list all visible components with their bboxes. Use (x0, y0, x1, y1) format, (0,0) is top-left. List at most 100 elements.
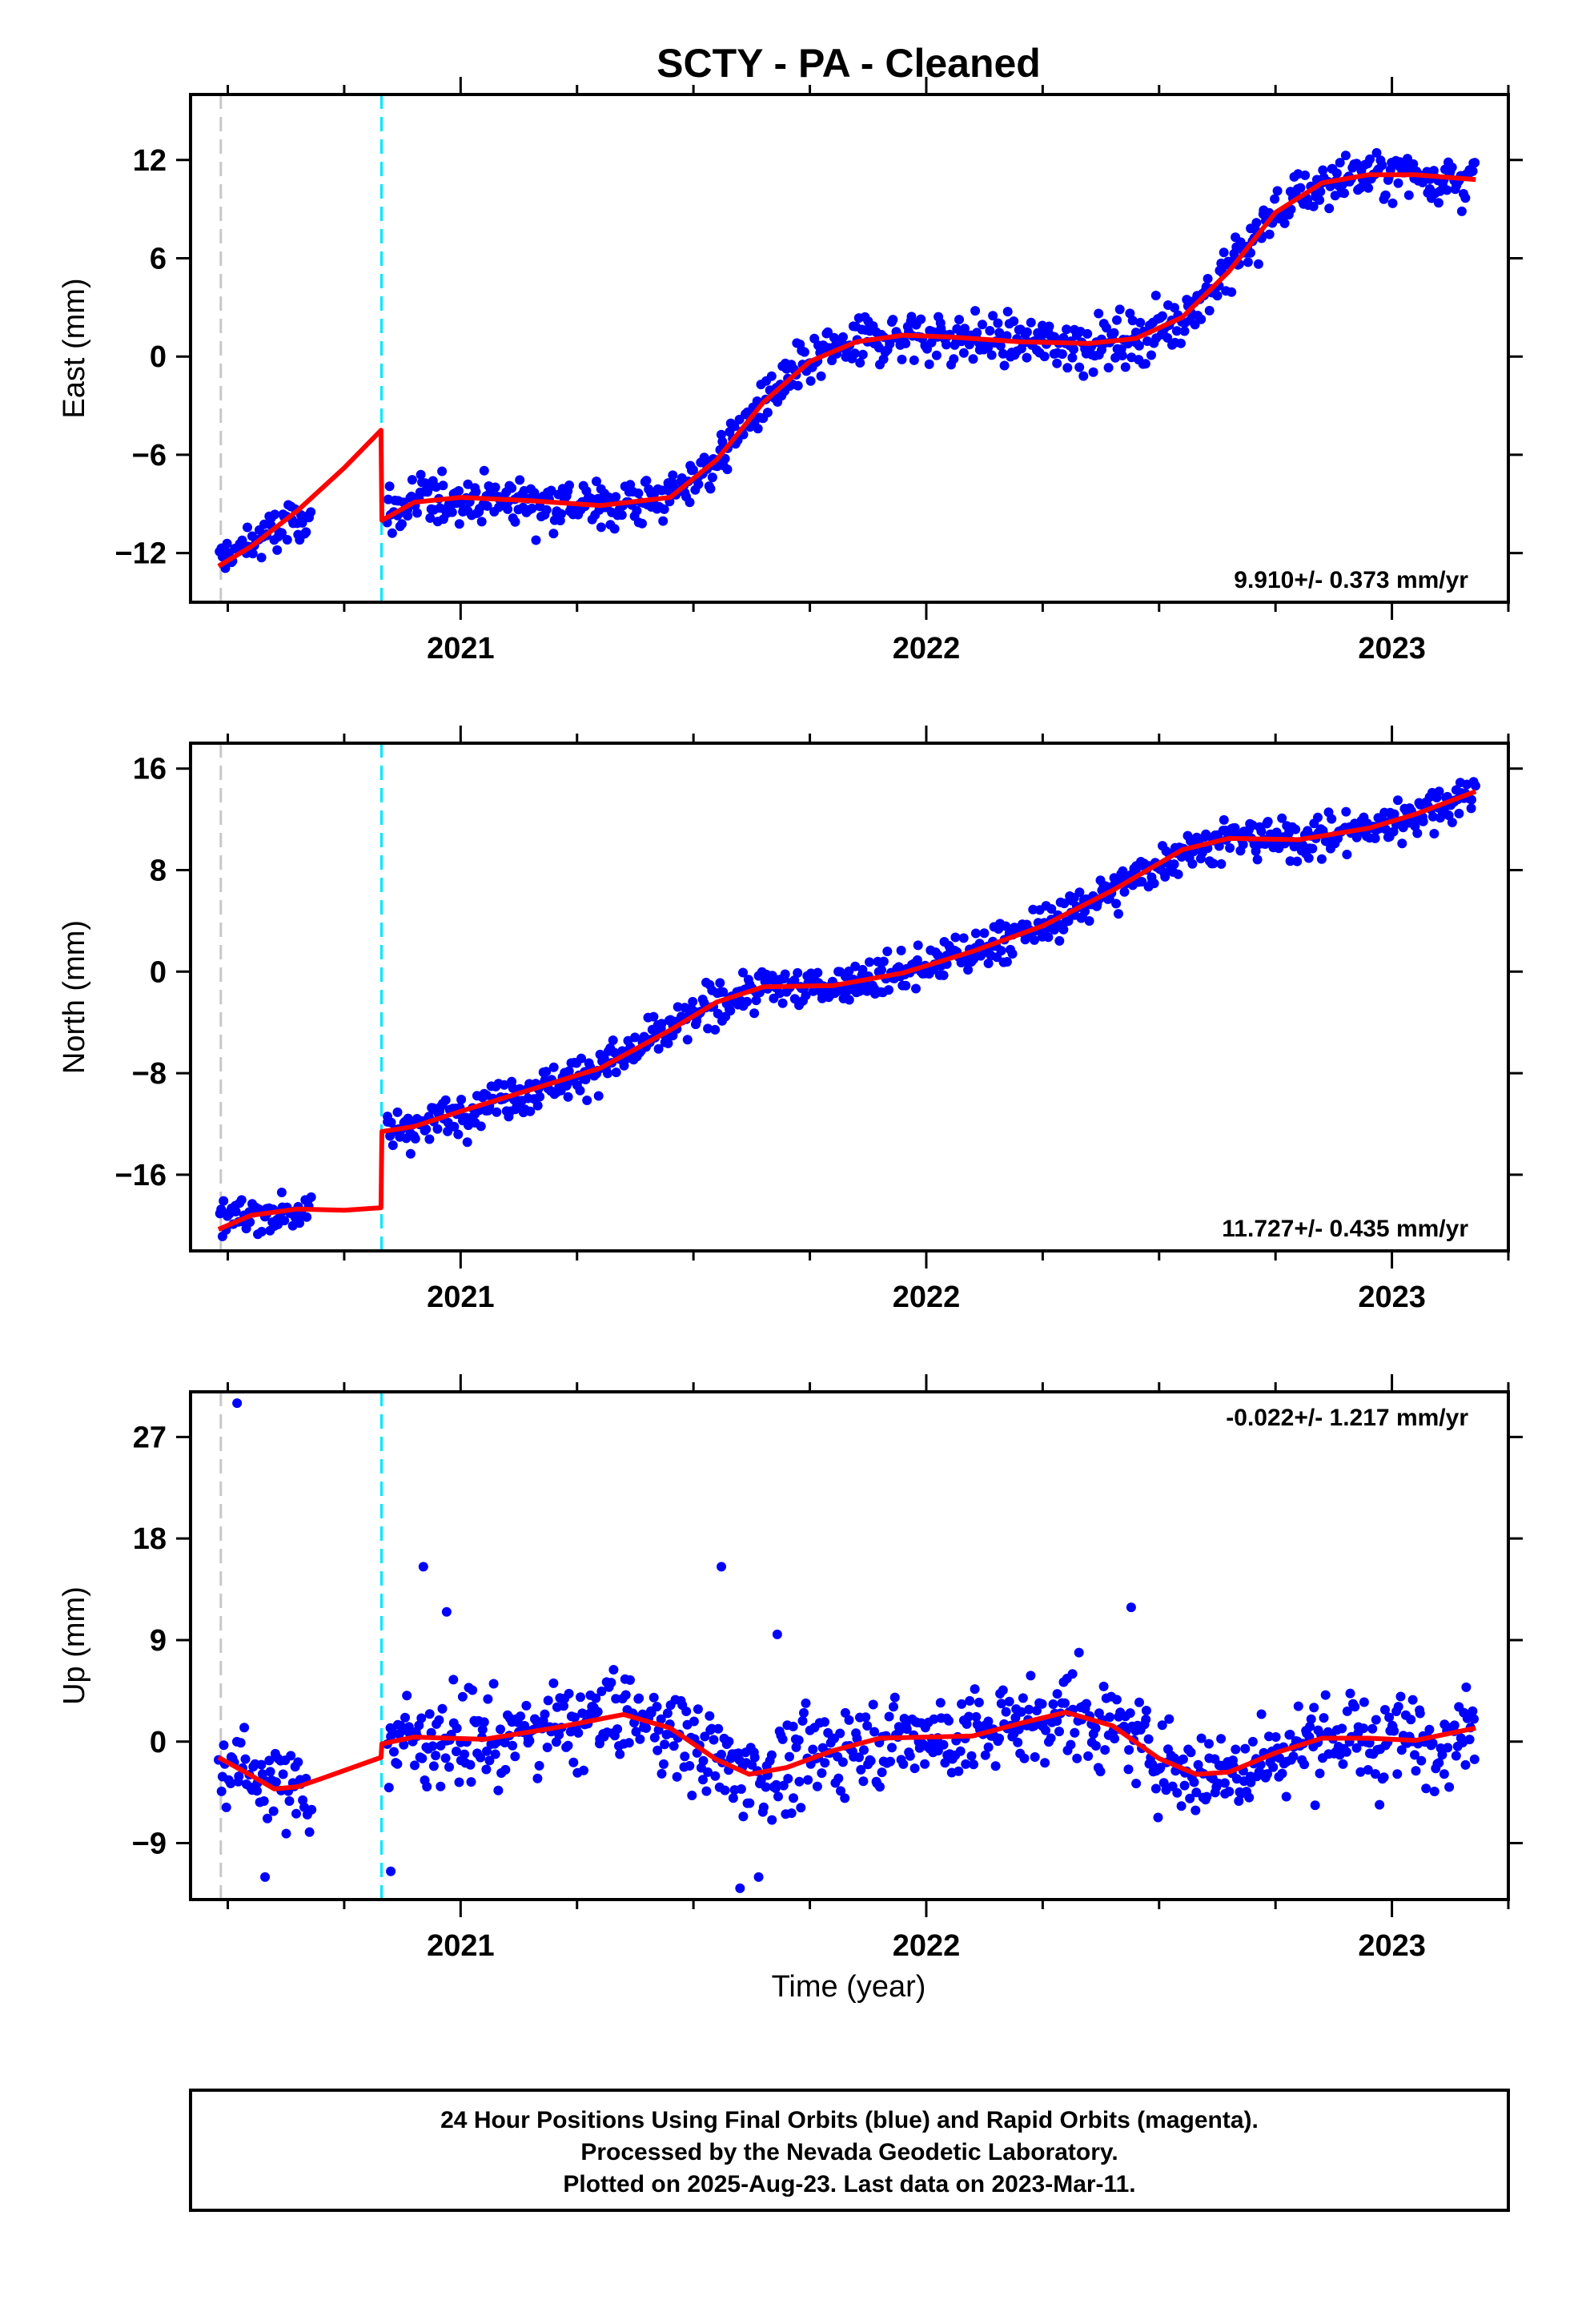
east-y-tick-label: −12 (115, 537, 167, 571)
data-point (856, 1764, 866, 1775)
data-point (966, 1751, 977, 1761)
data-point (1224, 1787, 1235, 1797)
data-point (270, 509, 280, 520)
data-point (1306, 1714, 1316, 1724)
data-point (1054, 1727, 1064, 1737)
data-point (1094, 308, 1104, 319)
data-point (738, 1811, 749, 1822)
data-point (766, 371, 777, 381)
data-point (563, 1092, 573, 1102)
up-rate-label: -0.022+/- 1.217 mm/yr (1226, 1405, 1468, 1431)
data-point (1173, 869, 1183, 879)
data-point (1004, 1696, 1014, 1707)
data-point (559, 1701, 568, 1711)
data-point (680, 1751, 690, 1762)
data-point (1260, 839, 1271, 849)
data-point (1256, 1709, 1267, 1719)
data-point (887, 1743, 897, 1753)
data-point (663, 1038, 673, 1048)
data-point (608, 1665, 619, 1675)
data-point (1295, 183, 1306, 193)
data-point (286, 1751, 296, 1761)
data-point (1052, 1716, 1062, 1726)
data-point (844, 995, 854, 1005)
data-point (596, 522, 606, 533)
data-point (793, 380, 803, 391)
data-point (938, 1739, 949, 1750)
data-point (1100, 1745, 1110, 1755)
data-point (884, 1711, 894, 1722)
data-point (1140, 359, 1150, 369)
data-point (1090, 1723, 1101, 1734)
data-point (968, 354, 978, 364)
data-point (693, 1704, 703, 1715)
data-point (710, 1771, 721, 1781)
data-point (660, 1739, 670, 1750)
data-point (852, 1734, 862, 1743)
data-point (247, 549, 258, 559)
data-point (527, 503, 537, 513)
data-point (493, 1785, 504, 1795)
data-point (1010, 1713, 1021, 1723)
data-point (656, 1019, 667, 1029)
up-y-axis-label: Up (mm) (58, 1586, 91, 1705)
data-point (1300, 170, 1311, 180)
north-y-tick-label: 16 (133, 753, 167, 786)
data-point (637, 518, 647, 529)
data-point (1060, 1698, 1070, 1708)
data-point (963, 965, 974, 975)
data-point (525, 1106, 536, 1116)
data-point (1424, 1724, 1435, 1735)
data-point (1351, 1743, 1362, 1753)
data-point (1110, 1734, 1120, 1743)
data-point (436, 1781, 446, 1791)
data-point (838, 332, 848, 342)
data-point (1124, 1745, 1134, 1755)
data-point (1164, 1714, 1174, 1724)
data-point (980, 1750, 990, 1760)
data-point (1442, 185, 1452, 195)
east-y-tick-label: 12 (133, 144, 167, 178)
data-point (767, 1815, 777, 1825)
data-point (221, 1802, 231, 1812)
footer-line-1: 24 Hour Positions Using Final Orbits (bl… (440, 2107, 1259, 2133)
data-point (710, 1024, 721, 1035)
data-point (1444, 1782, 1455, 1792)
data-point (722, 464, 733, 475)
data-point (1090, 1741, 1101, 1751)
data-point (965, 1695, 975, 1706)
data-point (546, 485, 556, 496)
data-point (1030, 935, 1039, 945)
data-point (844, 1715, 854, 1725)
data-point (476, 1121, 486, 1132)
data-point (889, 1692, 900, 1703)
data-point (1418, 816, 1428, 826)
chart-title: SCTY - PA - Cleaned (656, 41, 1041, 86)
east-plot-frame (189, 93, 1510, 604)
data-point (635, 1734, 645, 1744)
data-point (669, 1741, 679, 1751)
data-point (608, 1035, 618, 1045)
data-point (952, 324, 962, 334)
data-point (1179, 326, 1190, 336)
data-point (913, 940, 923, 951)
data-point (682, 1035, 693, 1045)
data-point (454, 1777, 464, 1787)
data-point (794, 1776, 805, 1787)
data-point (1026, 317, 1036, 328)
data-point (541, 1067, 552, 1077)
data-point (1002, 307, 1013, 317)
data-point (894, 1725, 905, 1735)
data-point (476, 1752, 486, 1763)
data-point (387, 528, 397, 538)
data-point (1178, 1754, 1188, 1764)
data-point (410, 1760, 420, 1771)
data-point (611, 1694, 621, 1704)
data-point (256, 1759, 267, 1770)
data-point (1070, 1727, 1080, 1738)
data-point (424, 1709, 435, 1719)
data-point (259, 1796, 269, 1806)
data-point (535, 1092, 545, 1102)
data-point (1315, 187, 1326, 197)
data-point (1256, 826, 1267, 836)
